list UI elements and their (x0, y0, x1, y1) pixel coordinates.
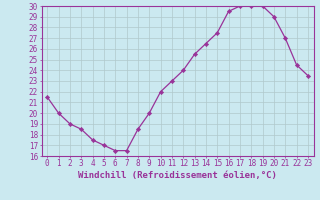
X-axis label: Windchill (Refroidissement éolien,°C): Windchill (Refroidissement éolien,°C) (78, 171, 277, 180)
